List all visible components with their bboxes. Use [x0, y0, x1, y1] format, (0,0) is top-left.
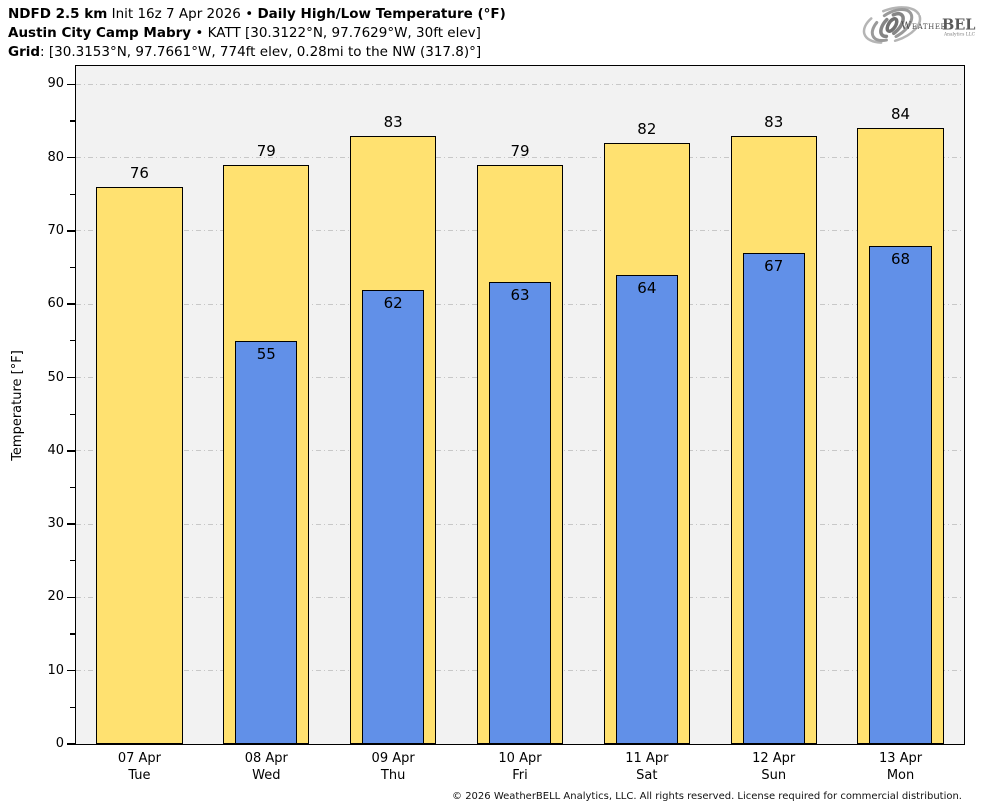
chart-header: NDFD 2.5 km Init 16z 7 Apr 2026 • Daily … [8, 5, 506, 62]
y-tick-mark [66, 450, 75, 452]
low-value-label: 64 [637, 278, 657, 297]
x-tick-label: 08 Apr Wed [206, 750, 326, 784]
y-minor-tick-mark [69, 633, 75, 635]
y-minor-tick-mark [69, 560, 75, 562]
high-bar [96, 186, 183, 744]
x-tick-label: 07 Apr Tue [79, 750, 199, 784]
low-value-label: 67 [764, 256, 784, 275]
station-name: Austin City Camp Mabry [8, 25, 192, 41]
y-minor-tick-mark [69, 120, 75, 122]
x-tick-date: 13 Apr [878, 751, 923, 766]
y-tick-mark [66, 230, 75, 232]
high-value-label: 84 [891, 105, 911, 124]
low-value-label: 68 [891, 249, 911, 268]
y-tick-mark [66, 523, 75, 525]
y-axis-label-wrap: Temperature [°F] [6, 65, 28, 745]
low-value-label: 55 [256, 344, 276, 363]
y-tick-mark [66, 596, 75, 599]
y-minor-tick-mark [69, 413, 75, 415]
x-tick-label: 09 Apr Thu [333, 750, 453, 784]
low-bar: 64 [615, 274, 678, 744]
low-value-label: 62 [383, 293, 403, 312]
header-line-station: Austin City Camp Mabry • KATT [30.3122°N… [8, 24, 506, 43]
y-tick-label: 70 [47, 222, 64, 238]
low-bar: 62 [362, 289, 425, 744]
hurricane-swirl-icon: Weather BELL Analytics LLC [862, 6, 984, 44]
grid-label: Grid [8, 44, 41, 60]
station-coords: • KATT [30.3122°N, 97.7629°W, 30ft elev] [191, 25, 481, 41]
y-gridline [76, 157, 964, 159]
grid-coords: : [30.3153°N, 97.7661°W, 774ft elev, 0.2… [40, 44, 482, 60]
page-title: Daily High/Low Temperature (°F) [257, 6, 506, 22]
y-tick-mark [66, 743, 75, 745]
x-tick-weekday: Tue [128, 768, 151, 783]
y-tick-mark [66, 303, 75, 305]
x-tick-weekday: Sun [761, 768, 787, 783]
init-time: Init 16z 7 Apr 2026 • [107, 6, 258, 22]
x-tick-weekday: Thu [380, 768, 406, 783]
y-tick-label: 60 [47, 296, 64, 312]
x-tick-label: 10 Apr Fri [460, 750, 580, 784]
x-tick-date: 12 Apr [752, 751, 796, 766]
low-bar: 67 [742, 252, 805, 744]
low-bar: 55 [235, 340, 298, 744]
x-tick-label: 13 Apr Mon [841, 750, 961, 784]
high-value-label: 83 [383, 112, 403, 131]
x-tick-weekday: Fri [512, 768, 528, 783]
y-tick-label: 10 [47, 662, 64, 678]
x-tick-weekday: Sat [636, 768, 658, 783]
low-bar: 63 [488, 282, 552, 744]
y-minor-tick-mark [69, 706, 75, 708]
logo-text-bell: BELL [942, 17, 976, 34]
y-tick-mark [66, 669, 75, 672]
high-value-label: 82 [637, 119, 657, 138]
logo-text-analytics: Analytics LLC [943, 33, 976, 38]
logo-text-weather: Weather [901, 21, 947, 32]
high-value-label: 83 [764, 112, 784, 131]
y-tick-mark [66, 156, 75, 159]
y-minor-tick-mark [69, 266, 75, 269]
header-line-grid: Grid: [30.3153°N, 97.7661°W, 774ft elev,… [8, 43, 506, 62]
x-tick-date: 11 Apr [625, 751, 669, 766]
low-value-label: 63 [510, 286, 530, 305]
x-tick-date: 08 Apr [244, 751, 288, 766]
y-minor-tick-mark [69, 193, 75, 195]
y-gridline [76, 83, 964, 85]
y-tick-mark [66, 83, 75, 86]
plot-area: 0 10 20 30 40 50 60 70 80 90 76 07 Apr Tue 79 55 08 Apr… [47, 65, 965, 783]
x-tick-date: 07 Apr [117, 751, 161, 766]
high-value-label: 79 [256, 141, 276, 160]
header-line-model: NDFD 2.5 km Init 16z 7 Apr 2026 • Daily … [8, 5, 506, 24]
y-minor-tick-mark [69, 486, 75, 489]
y-tick-label: 80 [47, 149, 64, 165]
x-tick-weekday: Mon [886, 768, 915, 783]
y-tick-label: 20 [47, 589, 64, 605]
x-tick-label: 12 Apr Sun [714, 750, 834, 784]
y-axis-label: Temperature [°F] [9, 349, 25, 461]
y-tick-label: 50 [47, 369, 64, 385]
model-name: NDFD 2.5 km [8, 6, 108, 22]
y-tick-label: 30 [47, 516, 64, 532]
x-tick-date: 09 Apr [371, 751, 415, 766]
high-value-label: 76 [129, 163, 149, 182]
x-tick-weekday: Wed [252, 768, 281, 783]
y-tick-label: 0 [55, 736, 64, 751]
low-bar: 68 [869, 245, 932, 744]
x-tick-date: 10 Apr [498, 751, 542, 766]
y-tick-label: 90 [47, 76, 64, 92]
high-value-label: 79 [510, 141, 530, 160]
copyright-text: © 2026 WeatherBELL Analytics, LLC. All r… [452, 791, 962, 802]
weatherbell-logo: Weather BELL Analytics LLC [858, 2, 984, 50]
y-minor-tick-mark [69, 340, 75, 342]
y-tick-label: 40 [47, 442, 64, 458]
x-tick-label: 11 Apr Sat [587, 750, 707, 784]
y-tick-mark [66, 376, 75, 379]
